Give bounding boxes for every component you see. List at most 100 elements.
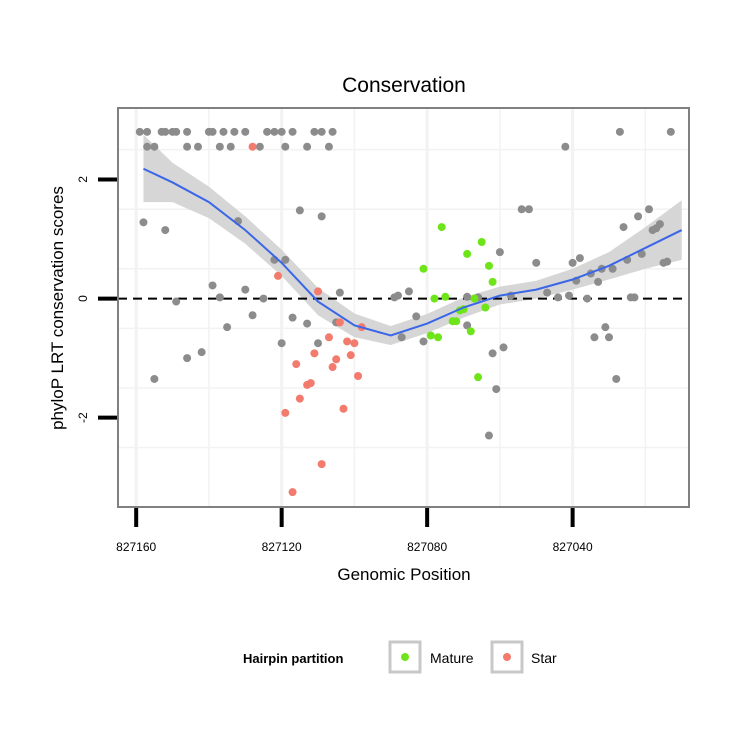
point-other (230, 127, 239, 136)
smooth-line (143, 167, 683, 337)
point-star (343, 337, 352, 346)
point-other (288, 313, 297, 322)
point-other (150, 374, 159, 383)
point-other (463, 321, 472, 330)
legend-title: Hairpin partition (243, 651, 343, 666)
point-other (568, 258, 577, 267)
point-other (281, 142, 290, 151)
point-other (248, 311, 257, 320)
point-star (335, 318, 344, 327)
point-other (634, 212, 643, 221)
point-other (208, 127, 217, 136)
point-star (295, 394, 304, 403)
point-other (172, 297, 181, 306)
point-mature (466, 327, 475, 336)
point-other (288, 127, 297, 136)
point-other (263, 127, 272, 136)
point-other (644, 205, 653, 214)
point-other (135, 127, 144, 136)
point-mature (437, 223, 446, 232)
point-star (306, 379, 315, 388)
point-other (215, 142, 224, 151)
point-other (161, 226, 170, 235)
point-other (608, 264, 617, 273)
point-other (219, 127, 228, 136)
point-star (346, 351, 355, 360)
point-other (397, 333, 406, 342)
point-star (288, 488, 297, 497)
point-other (655, 220, 664, 229)
point-other (488, 349, 497, 358)
legend-label-star: Star (531, 650, 557, 666)
point-star (310, 349, 319, 358)
point-other (492, 385, 501, 394)
point-other (663, 257, 672, 266)
point-other (183, 127, 192, 136)
point-mature (488, 277, 497, 286)
y-axis-ticks: -2 0 2 (76, 176, 117, 423)
point-star (281, 408, 290, 417)
point-mature (434, 333, 443, 342)
point-other (143, 127, 152, 136)
point-star (332, 355, 341, 364)
point-star (317, 460, 326, 469)
point-other (561, 142, 570, 151)
point-star (314, 287, 323, 296)
point-other (630, 293, 639, 302)
point-other (412, 312, 421, 321)
point-star (248, 142, 257, 151)
point-other (208, 281, 217, 290)
point-mature (419, 264, 428, 273)
point-mature (426, 331, 435, 340)
point-other (604, 333, 613, 342)
point-other (495, 248, 504, 257)
point-other (303, 142, 312, 151)
point-other (241, 285, 250, 294)
legend-label-mature: Mature (430, 650, 474, 666)
point-other (575, 254, 584, 263)
point-other (317, 212, 326, 221)
point-other (394, 291, 403, 300)
point-other (215, 293, 224, 302)
point-other (314, 339, 323, 348)
point-other (270, 127, 279, 136)
point-other (197, 348, 206, 357)
point-star (350, 339, 359, 348)
point-mature (441, 292, 450, 301)
point-other (532, 258, 541, 267)
x-tick-label: 827160 (116, 540, 156, 554)
point-other (223, 323, 232, 332)
point-star (292, 360, 301, 369)
point-other (241, 127, 250, 136)
point-other (303, 319, 312, 328)
point-other (183, 142, 192, 151)
y-axis-title: phyloP LRT conservation scores (48, 186, 67, 430)
point-star (339, 404, 348, 413)
point-other (419, 337, 428, 346)
point-other (194, 142, 203, 151)
point-other (524, 205, 533, 214)
point-other (161, 127, 170, 136)
point-other (295, 206, 304, 215)
plot-panel-border (117, 107, 690, 508)
point-other (277, 127, 286, 136)
point-other (143, 142, 152, 151)
y-tick-label: 0 (76, 295, 90, 302)
x-tick-label: 827080 (407, 540, 447, 554)
point-other (404, 287, 413, 296)
point-other (612, 374, 621, 383)
point-other (484, 431, 493, 440)
point-mature (474, 373, 483, 382)
point-other (499, 343, 508, 352)
point-other (517, 205, 526, 214)
point-other (317, 127, 326, 136)
legend-dot-mature (401, 653, 409, 661)
grid-lines (118, 108, 689, 508)
point-other (463, 292, 472, 301)
point-star (324, 333, 333, 342)
point-other (310, 127, 319, 136)
point-other (328, 127, 337, 136)
point-other (554, 293, 563, 302)
chart-title: Conservation (342, 74, 466, 97)
